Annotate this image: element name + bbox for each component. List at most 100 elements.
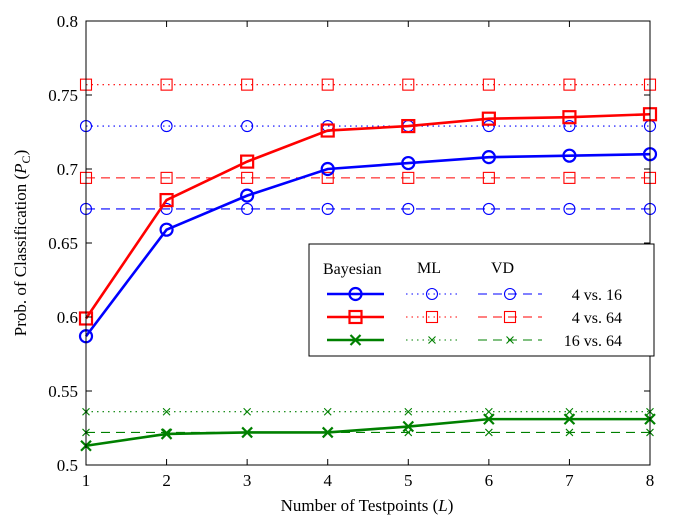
point-bayesian-4-vs-16-3 bbox=[240, 188, 255, 203]
series-line-bayesian-4-vs-16 bbox=[84, 152, 651, 338]
point-vd-16-vs-64-6 bbox=[484, 428, 493, 437]
legend-marker-ml-4-vs-64 bbox=[425, 310, 439, 324]
plot-frame bbox=[85, 20, 651, 466]
x-axis-label-close: ) bbox=[448, 496, 454, 515]
x-tick-label-1: 1 bbox=[82, 471, 91, 490]
point-bayesian-4-vs-64-4 bbox=[320, 123, 335, 138]
legend-marker-ml-16-vs-64 bbox=[428, 336, 436, 344]
point-bayesian-4-vs-16-2 bbox=[159, 222, 174, 237]
point-bayesian-16-vs-64-5 bbox=[402, 420, 415, 433]
point-bayesian-4-vs-16-5 bbox=[401, 155, 416, 171]
point-vd-4-vs-16-3 bbox=[241, 202, 254, 216]
point-bayesian-16-vs-64-6 bbox=[483, 413, 495, 425]
y-tick-label-0.5: 0.5 bbox=[57, 456, 78, 475]
point-ml-4-vs-64-4 bbox=[321, 78, 334, 91]
x-tick-label-6: 6 bbox=[485, 471, 494, 490]
y-tick-label-0.8: 0.8 bbox=[57, 12, 78, 31]
legend-marker-vd-4-vs-64 bbox=[503, 310, 517, 324]
legend-marker-vd-4-vs-16 bbox=[503, 287, 517, 301]
y-axis-label: Prob. of Classification (PC) bbox=[11, 150, 33, 337]
legend-row-label-16-vs-64: 16 vs. 64 bbox=[564, 333, 622, 350]
point-bayesian-4-vs-16-6 bbox=[481, 150, 496, 165]
x-tick-label-2: 2 bbox=[162, 471, 171, 490]
point-vd-4-vs-16-5 bbox=[402, 202, 415, 216]
series-ml-4-vs-64 bbox=[79, 78, 657, 91]
y-tick-label-0.75: 0.75 bbox=[48, 86, 78, 105]
point-bayesian-4-vs-64-3 bbox=[240, 154, 255, 169]
y-axis-label-main: Prob. of Classification ( bbox=[11, 173, 30, 336]
point-bayesian-4-vs-64-6 bbox=[481, 111, 496, 126]
point-bayesian-4-vs-64-2 bbox=[159, 192, 174, 208]
point-ml-4-vs-64-3 bbox=[241, 78, 254, 91]
point-ml-16-vs-64-6 bbox=[484, 407, 493, 416]
legend-marker-bayesian-16-vs-64 bbox=[349, 334, 362, 346]
point-bayesian-16-vs-64-3 bbox=[241, 426, 253, 439]
point-vd-4-vs-64-3 bbox=[241, 171, 254, 184]
legend-marker-vd-16-vs-64 bbox=[506, 336, 514, 344]
y-tick-label-0.65: 0.65 bbox=[48, 234, 78, 253]
legend-header-ml: ML bbox=[417, 260, 441, 277]
series-bayesian-4-vs-16 bbox=[78, 147, 658, 344]
point-ml-16-vs-64-2 bbox=[162, 407, 171, 416]
point-ml-4-vs-16-7 bbox=[563, 120, 576, 133]
point-ml-16-vs-64-4 bbox=[323, 407, 332, 416]
point-vd-4-vs-16-4 bbox=[321, 202, 334, 216]
point-vd-4-vs-64-5 bbox=[402, 171, 415, 184]
series-bayesian-4-vs-64 bbox=[78, 107, 658, 326]
x-tick-label-3: 3 bbox=[243, 471, 252, 490]
legend-header-vd: VD bbox=[491, 260, 514, 277]
legend-box bbox=[308, 243, 655, 357]
point-ml-4-vs-16-3 bbox=[241, 120, 254, 133]
plot-marks bbox=[78, 78, 658, 452]
point-bayesian-4-vs-16-7 bbox=[562, 148, 577, 163]
point-bayesian-16-vs-64-2 bbox=[160, 428, 173, 440]
point-ml-4-vs-64-6 bbox=[482, 78, 495, 91]
legend-marker-bayesian-4-vs-64 bbox=[348, 309, 363, 325]
series-line-bayesian-4-vs-64 bbox=[84, 112, 651, 320]
y-tick-label-0.55: 0.55 bbox=[48, 382, 78, 401]
series-ml-16-vs-64 bbox=[82, 407, 654, 416]
point-ml-16-vs-64-7 bbox=[565, 407, 574, 416]
x-axis-label-var: L bbox=[437, 496, 447, 515]
legend-header-bayesian: Bayesian bbox=[323, 261, 382, 278]
legend-marker-bayesian-4-vs-16 bbox=[348, 286, 363, 302]
legend-marker-ml-4-vs-16 bbox=[425, 287, 439, 301]
legend-samples bbox=[327, 286, 542, 346]
x-axis-label-main: Number of Testpoints ( bbox=[281, 496, 439, 515]
point-ml-4-vs-64-5 bbox=[402, 78, 415, 91]
point-vd-16-vs-64-7 bbox=[565, 428, 574, 437]
x-axis-label: Number of Testpoints (L) bbox=[281, 496, 454, 515]
y-axis-label-close: ) bbox=[11, 150, 30, 156]
point-bayesian-16-vs-64-7 bbox=[563, 413, 576, 425]
legend: Bayesian ML VD 4 vs. 16 4 vs. 64 16 vs. … bbox=[308, 243, 655, 357]
x-tick-label-7: 7 bbox=[565, 471, 574, 490]
point-bayesian-16-vs-64-4 bbox=[321, 426, 334, 439]
point-ml-4-vs-64-2 bbox=[160, 78, 173, 91]
point-vd-4-vs-64-2 bbox=[160, 171, 173, 184]
y-tick-label-0.7: 0.7 bbox=[57, 160, 79, 179]
series-vd-4-vs-64 bbox=[79, 171, 657, 184]
point-vd-4-vs-16-7 bbox=[563, 202, 576, 216]
point-ml-16-vs-64-5 bbox=[404, 407, 413, 416]
x-tick-label-5: 5 bbox=[404, 471, 413, 490]
y-tick-label-0.6: 0.6 bbox=[57, 308, 78, 327]
point-ml-4-vs-16-2 bbox=[160, 120, 173, 133]
point-bayesian-4-vs-64-5 bbox=[401, 118, 416, 134]
point-ml-4-vs-16-6 bbox=[482, 120, 495, 133]
point-ml-16-vs-64-3 bbox=[243, 407, 252, 416]
point-vd-4-vs-64-4 bbox=[321, 171, 334, 184]
axis-ticks: 1 2 3 4 5 6 7 8 0.5 0.55 0.6 0.65 0.7 0.75 0.8 bbox=[48, 12, 654, 490]
legend-row-label-4-vs-16: 4 vs. 16 bbox=[572, 287, 622, 304]
point-vd-4-vs-64-7 bbox=[563, 171, 576, 184]
point-vd-4-vs-16-6 bbox=[482, 202, 495, 216]
point-bayesian-4-vs-16-4 bbox=[320, 161, 335, 177]
y-axis-label-var: P bbox=[11, 163, 30, 174]
point-bayesian-4-vs-64-7 bbox=[562, 110, 577, 125]
legend-row-label-4-vs-64: 4 vs. 64 bbox=[572, 310, 622, 327]
point-ml-4-vs-64-7 bbox=[563, 78, 576, 91]
series-line-bayesian-16-vs-64 bbox=[85, 417, 650, 448]
x-tick-label-4: 4 bbox=[323, 471, 332, 490]
point-vd-4-vs-64-6 bbox=[482, 171, 495, 184]
x-tick-label-8: 8 bbox=[646, 471, 655, 490]
